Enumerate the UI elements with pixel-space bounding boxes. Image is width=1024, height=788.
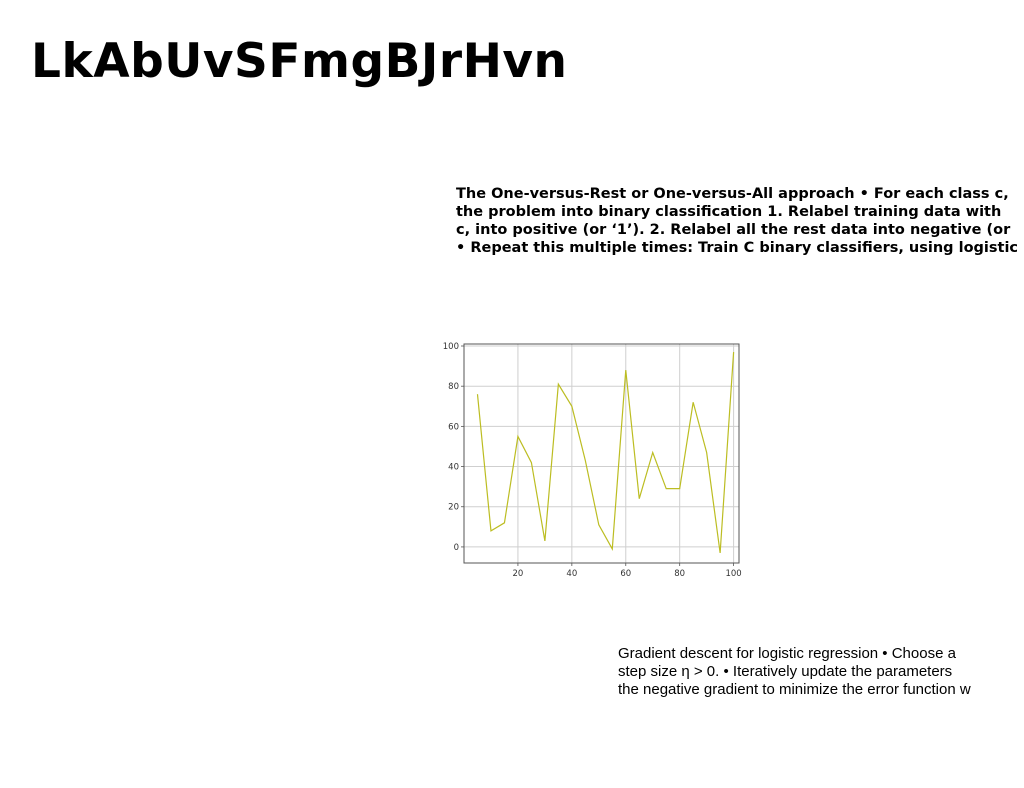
x-tick-label: 40 [566,569,577,579]
y-tick-label: 80 [448,382,459,392]
y-tick-labels: 0 20 40 60 80 100 [443,342,459,553]
grid-layer [464,344,739,563]
gd-text-block: Gradient descent for logistic regression… [618,645,1018,699]
line-chart: 0 20 40 60 80 100 20 40 60 80 100 [443,342,742,579]
y-tick-label: 20 [448,503,459,513]
page-title: LkAbUvSFmgBJrHvn [31,34,568,89]
gd-text-line: step size η > 0. • Iteratively update th… [618,663,953,680]
ovr-text-line: • Repeat this multiple times: Train C bi… [456,240,1019,256]
ovr-text-line: the problem into binary classification 1… [456,204,1002,220]
x-tick-label: 80 [674,569,685,579]
gd-text-line: the negative gradient to minimize the er… [618,681,971,698]
y-tick-label: 40 [448,463,459,473]
y-tick-label: 0 [454,543,459,553]
ovr-text-block: The One-versus-Rest or One-versus-All ap… [456,185,1024,257]
ovr-text-line: c, into positive (or ‘1’). 2. Relabel al… [456,222,1011,238]
gd-text-line: Gradient descent for logistic regression… [618,645,956,662]
frame-layer [461,343,740,566]
y-tick-label: 60 [448,422,459,432]
y-tick-label: 100 [443,342,459,352]
x-tick-label: 20 [513,569,524,579]
series-layer [476,351,735,554]
x-tick-labels: 20 40 60 80 100 [513,569,742,579]
ovr-text-line: The One-versus-Rest or One-versus-All ap… [456,186,1009,202]
x-tick-label: 60 [620,569,631,579]
plot-frame [463,343,740,564]
series-line [476,351,735,554]
x-tick-label: 100 [725,569,741,579]
